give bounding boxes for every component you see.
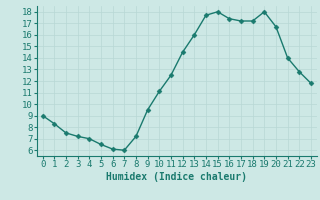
X-axis label: Humidex (Indice chaleur): Humidex (Indice chaleur) bbox=[106, 172, 247, 182]
